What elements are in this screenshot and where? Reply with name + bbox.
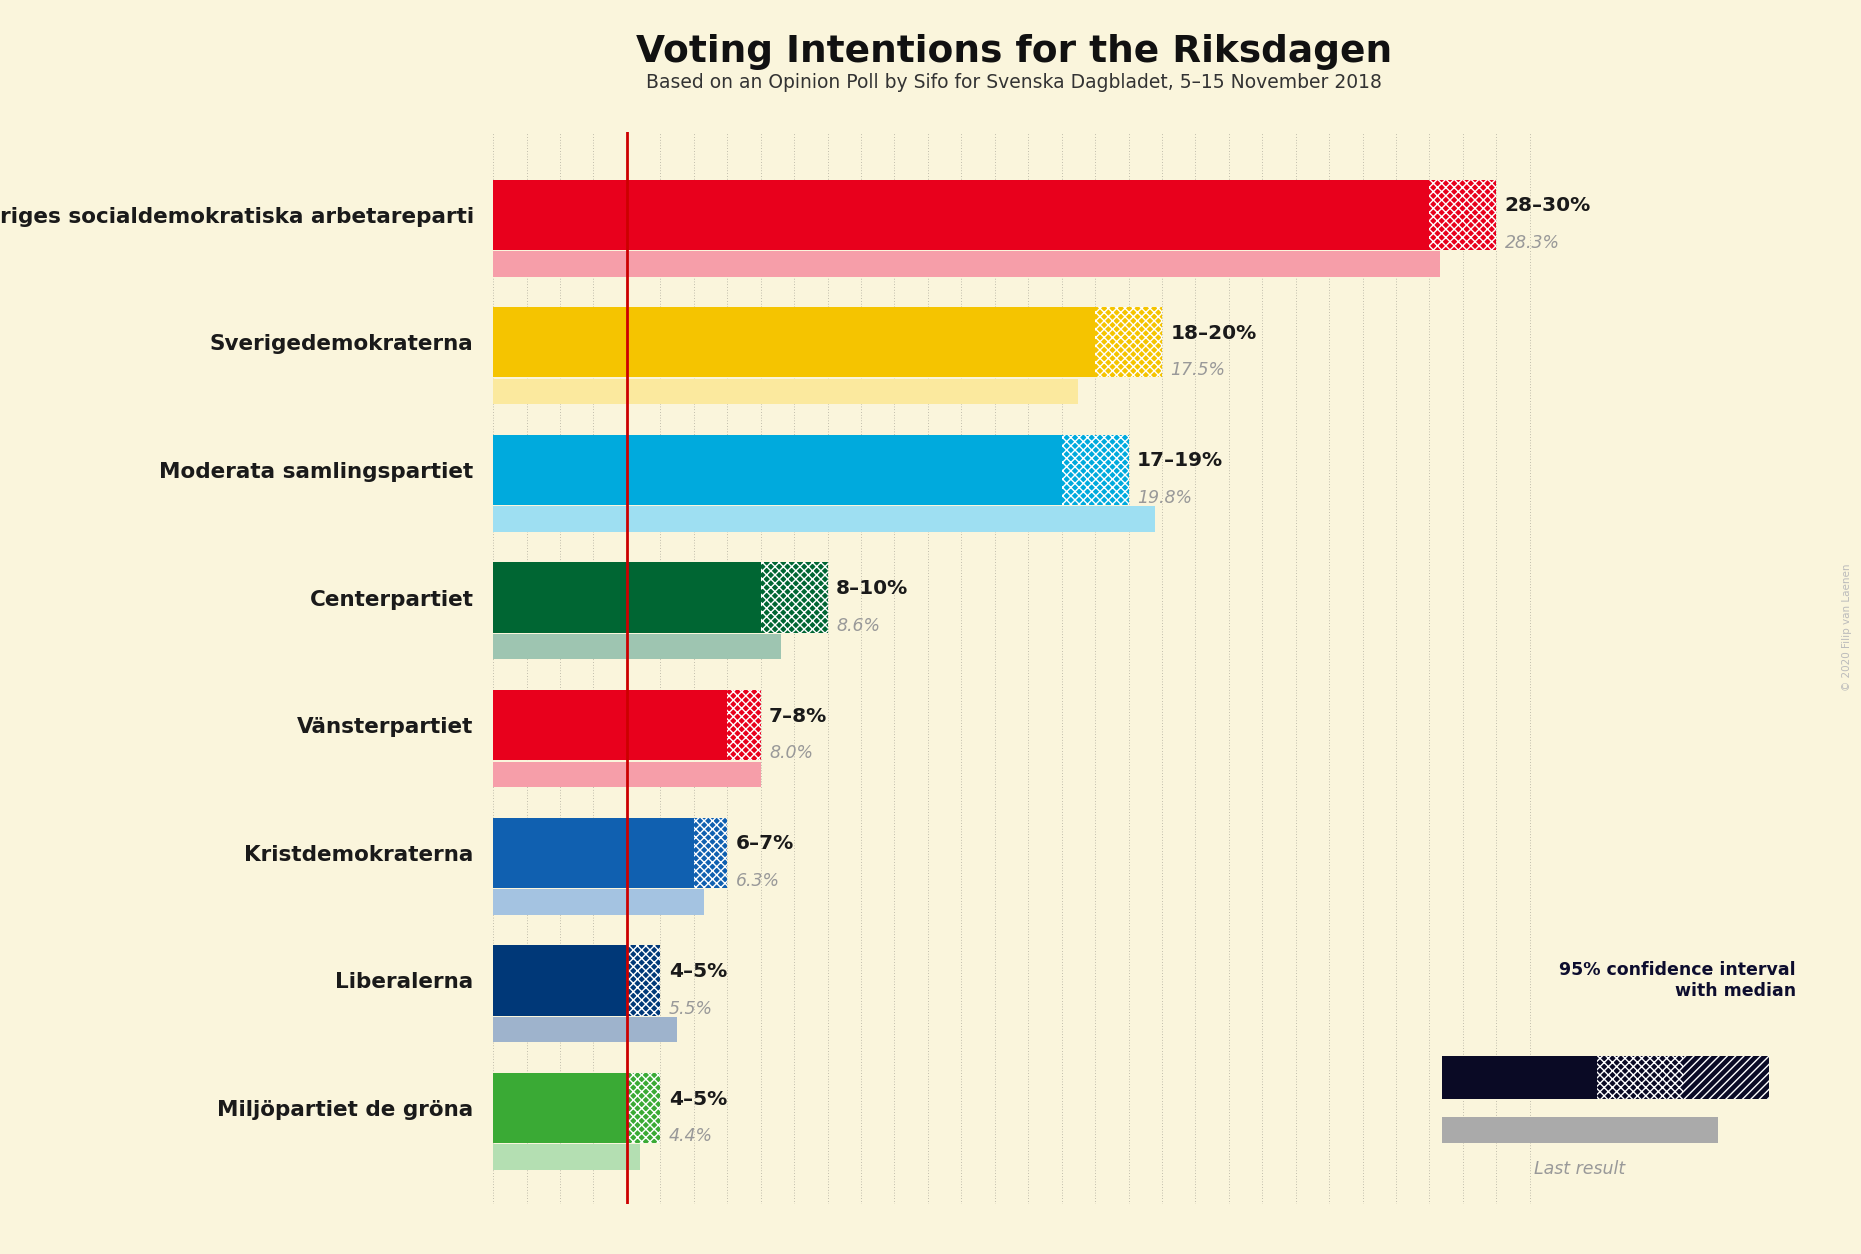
Bar (493, 251, 1440, 277)
Text: 4–5%: 4–5% (668, 1090, 728, 1109)
Bar (728, 690, 761, 760)
Text: 17–19%: 17–19% (1137, 451, 1223, 470)
Bar (1061, 435, 1128, 505)
Bar (493, 761, 761, 788)
Bar (493, 1145, 640, 1170)
Bar (493, 1017, 677, 1042)
Bar (627, 1073, 661, 1144)
Text: 28.3%: 28.3% (1506, 233, 1560, 252)
Bar (1094, 307, 1161, 377)
Text: 8–10%: 8–10% (836, 579, 908, 598)
Text: 28–30%: 28–30% (1506, 196, 1591, 216)
Bar (1597, 1056, 1684, 1099)
Text: 8.0%: 8.0% (769, 745, 813, 762)
Text: 6–7%: 6–7% (735, 834, 795, 854)
Text: 17.5%: 17.5% (1171, 361, 1225, 380)
Text: 6.3%: 6.3% (735, 872, 780, 890)
Text: © 2020 Filip van Laenen: © 2020 Filip van Laenen (1842, 563, 1852, 691)
Bar (493, 1073, 627, 1144)
Bar (493, 179, 1429, 250)
Bar (493, 946, 627, 1016)
Text: Based on an Opinion Poll by Sifo for Svenska Dagbladet, 5–15 November 2018: Based on an Opinion Poll by Sifo for Sve… (646, 73, 1383, 92)
Bar (493, 435, 1061, 505)
Text: 95% confidence interval
with median: 95% confidence interval with median (1560, 962, 1796, 999)
Bar (1442, 1056, 1597, 1099)
Bar (493, 635, 782, 660)
Bar (493, 563, 761, 633)
Bar (493, 690, 728, 760)
Bar (1684, 1056, 1770, 1099)
Bar (493, 507, 1156, 532)
Bar (1429, 179, 1496, 250)
Text: Voting Intentions for the Riksdagen: Voting Intentions for the Riksdagen (636, 34, 1392, 70)
Bar (493, 889, 703, 914)
Text: 4–5%: 4–5% (668, 962, 728, 981)
Text: 4.4%: 4.4% (668, 1127, 713, 1145)
Text: 19.8%: 19.8% (1137, 489, 1191, 507)
Bar (1442, 1116, 1718, 1142)
Text: 8.6%: 8.6% (836, 617, 880, 635)
Bar (627, 946, 661, 1016)
Bar (694, 818, 728, 888)
Bar (493, 818, 694, 888)
Text: 5.5%: 5.5% (668, 999, 713, 1017)
Bar (761, 563, 828, 633)
Text: 18–20%: 18–20% (1171, 324, 1256, 342)
Text: Last result: Last result (1533, 1160, 1627, 1179)
Text: 7–8%: 7–8% (769, 707, 828, 726)
Bar (493, 379, 1078, 404)
Bar (493, 307, 1094, 377)
